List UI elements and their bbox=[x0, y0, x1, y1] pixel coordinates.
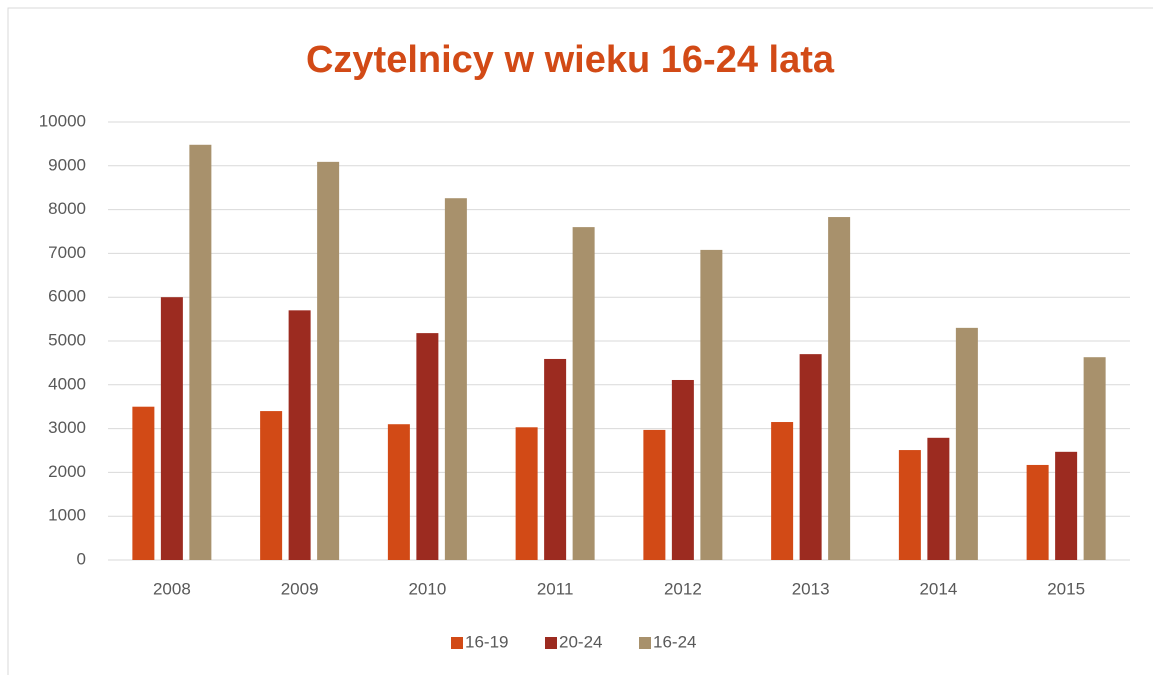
bar bbox=[444, 198, 467, 560]
bar bbox=[572, 227, 595, 560]
bar bbox=[955, 327, 978, 560]
x-tick-label: 2013 bbox=[792, 579, 830, 598]
x-tick-label: 2014 bbox=[919, 579, 957, 598]
bar bbox=[387, 424, 410, 560]
legend-label: 16-24 bbox=[653, 632, 696, 651]
legend-swatch bbox=[639, 637, 651, 649]
bar bbox=[671, 379, 694, 560]
bar bbox=[260, 411, 283, 560]
x-tick-label: 2009 bbox=[281, 579, 319, 598]
x-tick-label: 2012 bbox=[664, 579, 702, 598]
bar bbox=[1083, 357, 1106, 560]
x-tick-label: 2011 bbox=[537, 579, 574, 598]
chart-title: Czytelnicy w wieku 16-24 lata bbox=[306, 39, 835, 81]
bar bbox=[771, 422, 794, 560]
y-tick-label: 5000 bbox=[48, 330, 86, 349]
y-tick-label: 1000 bbox=[48, 506, 86, 525]
x-tick-label: 2015 bbox=[1047, 579, 1085, 598]
x-tick-label: 2010 bbox=[408, 579, 446, 598]
legend-swatch bbox=[545, 637, 557, 649]
bar bbox=[416, 333, 439, 560]
y-tick-label: 2000 bbox=[48, 462, 86, 481]
x-tick-label: 2008 bbox=[153, 579, 191, 598]
bar bbox=[317, 161, 340, 560]
y-tick-label: 0 bbox=[77, 549, 86, 568]
y-tick-label: 10000 bbox=[39, 111, 86, 130]
y-tick-label: 9000 bbox=[48, 155, 86, 174]
bar bbox=[189, 144, 212, 560]
bar bbox=[1055, 451, 1078, 560]
y-tick-label: 4000 bbox=[48, 374, 86, 393]
y-tick-label: 8000 bbox=[48, 199, 86, 218]
bar bbox=[643, 429, 666, 560]
bar bbox=[288, 310, 311, 560]
legend-label: 20-24 bbox=[559, 632, 602, 651]
chart-frame bbox=[7, 7, 1153, 675]
bar bbox=[1026, 464, 1049, 560]
bar bbox=[898, 450, 921, 560]
bar bbox=[544, 358, 567, 560]
bar bbox=[700, 249, 723, 560]
y-tick-label: 7000 bbox=[48, 243, 86, 262]
legend-swatch bbox=[451, 637, 463, 649]
bar bbox=[132, 406, 155, 560]
bar bbox=[927, 437, 950, 560]
y-tick-label: 6000 bbox=[48, 287, 86, 306]
legend-label: 16-19 bbox=[465, 632, 508, 651]
bar bbox=[160, 297, 183, 560]
bar bbox=[828, 217, 851, 560]
bar bbox=[515, 427, 538, 560]
bar bbox=[799, 354, 822, 560]
y-tick-label: 3000 bbox=[48, 418, 86, 437]
